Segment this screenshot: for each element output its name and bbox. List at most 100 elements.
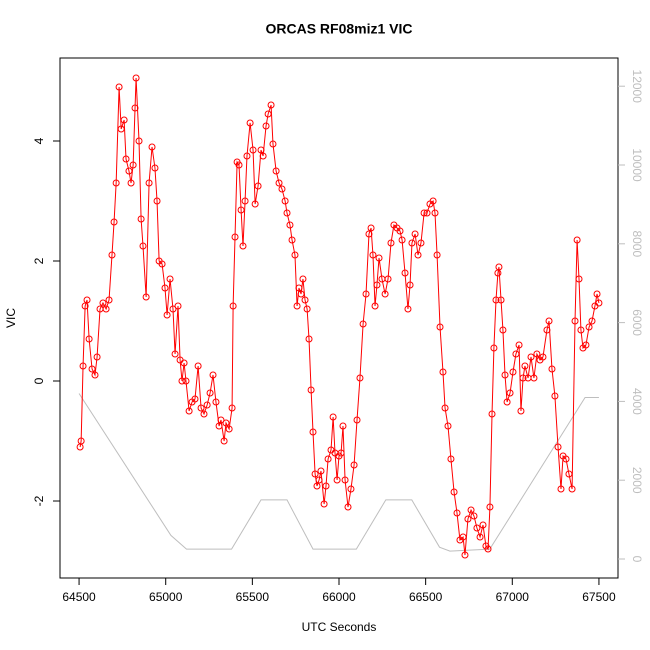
data-point: [237, 206, 245, 214]
data-point: [495, 263, 503, 271]
data-point: [264, 110, 272, 118]
y-tick-label: 2: [32, 257, 46, 264]
data-point: [408, 239, 416, 247]
data-point: [347, 485, 355, 493]
data-point: [88, 365, 96, 373]
data-point: [275, 179, 283, 187]
data-point: [506, 389, 514, 397]
data-point: [142, 293, 150, 301]
data-point: [135, 137, 143, 145]
data-point: [225, 425, 233, 433]
data-point: [249, 146, 257, 154]
data-point: [593, 290, 601, 298]
data-point: [79, 362, 87, 370]
data-point: [163, 311, 171, 319]
data-point: [125, 167, 133, 175]
data-point: [120, 116, 128, 124]
x-tick-label: 67500: [582, 590, 616, 604]
data-point: [341, 476, 349, 484]
data-point: [406, 281, 414, 289]
data-point: [350, 461, 358, 469]
data-point: [439, 368, 447, 376]
data-point: [243, 152, 251, 160]
data-point: [278, 185, 286, 193]
data-point: [222, 419, 230, 427]
data-point: [396, 227, 404, 235]
plot-frame: [59, 57, 619, 579]
data-point: [565, 470, 573, 478]
data-point: [548, 365, 556, 373]
data-point: [433, 251, 441, 259]
data-point: [497, 296, 505, 304]
data-point: [145, 179, 153, 187]
y2-tick-label: 10000: [630, 148, 644, 182]
data-point: [83, 296, 91, 304]
x-tick-label: 66500: [409, 590, 443, 604]
data-point: [356, 374, 364, 382]
data-point: [577, 326, 585, 334]
data-point: [303, 305, 311, 313]
data-point: [441, 404, 449, 412]
data-point: [436, 323, 444, 331]
data-point: [509, 368, 517, 376]
data-point: [527, 353, 535, 361]
data-point: [166, 275, 174, 283]
data-point: [313, 482, 321, 490]
data-point: [127, 179, 135, 187]
data-point: [239, 242, 247, 250]
data-point: [447, 455, 455, 463]
data-point: [411, 230, 419, 238]
data-point: [404, 305, 412, 313]
data-point: [180, 359, 188, 367]
x-tick-label: 67000: [496, 590, 530, 604]
data-point: [185, 407, 193, 415]
data-point: [320, 500, 328, 508]
x-tick-label: 65500: [236, 590, 270, 604]
data-point: [499, 326, 507, 334]
data-point: [384, 275, 392, 283]
data-point: [503, 398, 511, 406]
data-point: [267, 101, 275, 109]
data-point: [575, 275, 583, 283]
data-point: [398, 236, 406, 244]
data-point: [488, 410, 496, 418]
data-point: [417, 239, 425, 247]
data-point: [110, 218, 118, 226]
data-point: [401, 269, 409, 277]
data-point: [359, 320, 367, 328]
data-point: [373, 281, 381, 289]
data-point: [479, 521, 487, 529]
data-point: [231, 233, 239, 241]
data-point: [311, 470, 319, 478]
data-point: [122, 155, 130, 163]
data-point: [467, 506, 475, 514]
data-point: [229, 302, 237, 310]
x-axis-label: UTC Seconds: [302, 620, 377, 634]
data-point: [77, 437, 85, 445]
data-point: [108, 251, 116, 259]
data-point: [246, 119, 254, 127]
data-point: [85, 335, 93, 343]
x-tick-label: 64500: [62, 590, 96, 604]
data-point: [492, 296, 500, 304]
data-point: [148, 143, 156, 151]
data-point: [519, 374, 527, 382]
data-point: [470, 512, 478, 520]
data-point: [209, 371, 217, 379]
data-point: [139, 242, 147, 250]
data-point: [322, 482, 330, 490]
data-point: [269, 140, 277, 148]
data-point: [381, 290, 389, 298]
data-point: [99, 299, 107, 307]
data-point: [131, 104, 139, 112]
data-point: [115, 83, 123, 91]
data-point: [286, 221, 294, 229]
data-point: [533, 350, 541, 358]
data-point: [317, 467, 325, 475]
data-point: [595, 299, 603, 307]
y-tick-label: -2: [32, 495, 46, 506]
data-point: [81, 302, 89, 310]
data-point: [476, 533, 484, 541]
